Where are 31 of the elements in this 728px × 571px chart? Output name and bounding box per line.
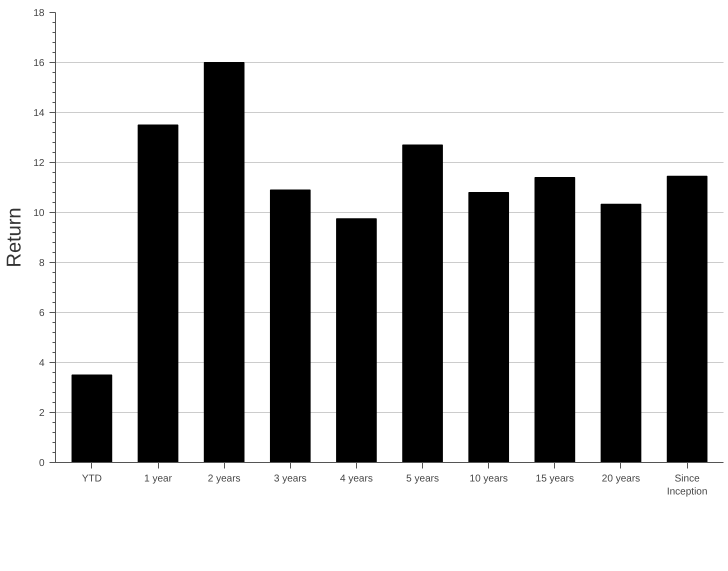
bar bbox=[270, 190, 311, 462]
x-tick-label: 10 years bbox=[470, 474, 508, 484]
y-axis-title: Return bbox=[3, 207, 26, 268]
bar bbox=[666, 176, 708, 462]
x-tick-label: Since Inception bbox=[666, 474, 708, 498]
x-tick-label: 3 years bbox=[274, 474, 307, 484]
x-tick-label: YTD bbox=[82, 474, 102, 484]
bar bbox=[468, 192, 510, 462]
x-tick-label: 5 years bbox=[406, 474, 439, 484]
x-tick-label: 2 years bbox=[208, 474, 241, 484]
y-tick-label: 10 bbox=[33, 208, 45, 219]
bar bbox=[336, 218, 377, 462]
bar bbox=[534, 177, 576, 462]
y-tick-label: 16 bbox=[33, 58, 45, 69]
bar bbox=[204, 62, 244, 462]
bar bbox=[600, 204, 642, 462]
bar bbox=[72, 374, 112, 462]
x-tick-label: 20 years bbox=[602, 474, 640, 484]
y-tick-label: 2 bbox=[38, 408, 45, 419]
y-tick-label: 18 bbox=[33, 8, 45, 19]
x-tick-label: 4 years bbox=[340, 474, 373, 484]
y-tick-label: 14 bbox=[33, 108, 45, 119]
y-tick-label: 4 bbox=[38, 358, 45, 369]
y-tick-label: 12 bbox=[33, 158, 45, 169]
bar bbox=[402, 144, 443, 462]
x-tick-label: 1 year bbox=[144, 474, 173, 484]
x-tick-label: 15 years bbox=[536, 474, 574, 484]
y-tick-label: 0 bbox=[38, 458, 45, 469]
y-tick-label: 8 bbox=[38, 258, 45, 269]
y-tick-label: 6 bbox=[38, 308, 45, 319]
bar bbox=[138, 124, 178, 462]
